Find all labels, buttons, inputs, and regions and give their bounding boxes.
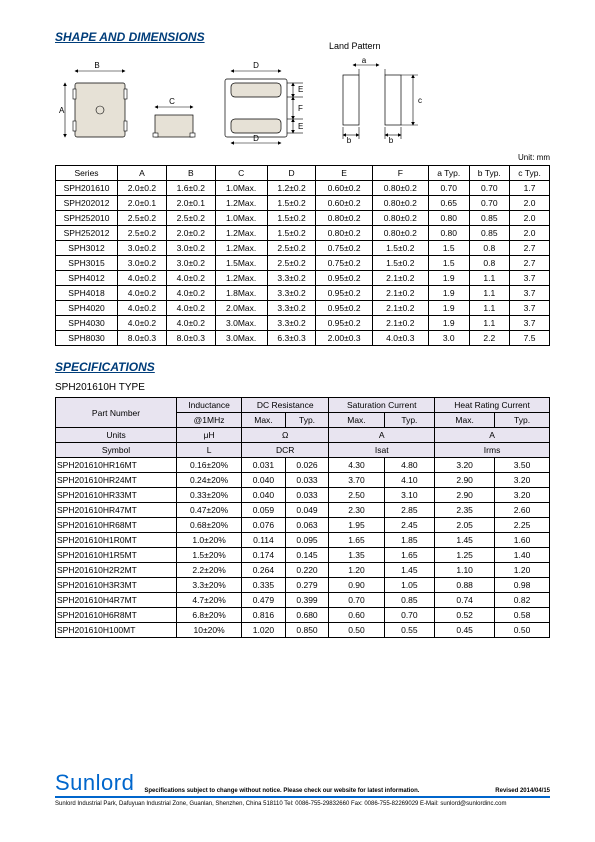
- spec-subheader: Max.: [329, 413, 384, 428]
- table-row: SPH40304.0±0.24.0±0.23.0Max.3.3±0.20.95±…: [56, 316, 550, 331]
- table-row: SPH201610HR24MT0.24±20%0.0400.0333.704.1…: [56, 473, 550, 488]
- footer-note: Specifications subject to change without…: [144, 788, 419, 794]
- col-isat: Saturation Current: [329, 398, 435, 413]
- svg-text:a: a: [362, 56, 367, 65]
- footer: Sunlord Specifications subject to change…: [55, 770, 550, 807]
- svg-text:E: E: [298, 122, 303, 131]
- spec-subheader: Typ.: [384, 413, 435, 428]
- spec-subheader: Typ.: [495, 413, 550, 428]
- table-row: SPH40124.0±0.24.0±0.21.2Max.3.3±0.20.95±…: [56, 271, 550, 286]
- svg-text:B: B: [94, 61, 99, 70]
- table-row: SPH201610H4R7MT4.7±20%0.4790.3990.700.85…: [56, 593, 550, 608]
- table-row: SPH2020122.0±0.12.0±0.11.2Max.1.5±0.20.6…: [56, 196, 550, 211]
- sym-isat: Isat: [329, 443, 435, 458]
- sym-l: L: [177, 443, 242, 458]
- diagram-bottom-def: D D E F E: [213, 57, 313, 147]
- units-a1: A: [329, 428, 435, 443]
- dim-header: a Typ.: [428, 166, 469, 181]
- svg-text:D: D: [253, 134, 259, 143]
- table-row: SPH40204.0±0.24.0±0.22.0Max.3.3±0.20.95±…: [56, 301, 550, 316]
- brand-logo: Sunlord: [55, 770, 134, 796]
- units-uh: μH: [177, 428, 242, 443]
- dim-header: C: [215, 166, 267, 181]
- svg-text:C: C: [169, 97, 175, 106]
- svg-text:c: c: [418, 96, 422, 105]
- spec-title: SPECIFICATIONS: [55, 360, 550, 374]
- land-pattern-wrap: Land Pattern a c b b: [323, 55, 443, 147]
- table-row: SPH201610H3R3MT3.3±20%0.3350.2790.901.05…: [56, 578, 550, 593]
- table-row: SPH201610HR33MT0.33±20%0.0400.0332.503.1…: [56, 488, 550, 503]
- spec-table: Part Number Inductance DC Resistance Sat…: [55, 397, 550, 638]
- table-row: SPH201610HR68MT0.68±20%0.0760.0631.952.4…: [56, 518, 550, 533]
- table-row: SPH201610H6R8MT6.8±20%0.8160.6800.600.70…: [56, 608, 550, 623]
- svg-text:F: F: [298, 104, 303, 113]
- svg-text:b: b: [347, 136, 352, 145]
- footer-revised: Revised 2014/04/15: [495, 788, 550, 794]
- shape-title: SHAPE AND DIMENSIONS: [55, 30, 550, 44]
- col-irms: Heat Rating Current: [435, 398, 550, 413]
- sym-dcr: DCR: [242, 443, 329, 458]
- unit-label: Unit: mm: [55, 153, 550, 162]
- diagram-land: a c b b: [323, 55, 443, 145]
- sym-label: Symbol: [56, 443, 177, 458]
- dim-header: D: [267, 166, 316, 181]
- table-row: SPH2016102.0±0.21.6±0.21.0Max.1.2±0.20.6…: [56, 181, 550, 196]
- table-row: SPH30123.0±0.23.0±0.21.2Max.2.5±0.20.75±…: [56, 241, 550, 256]
- col-ind: Inductance: [177, 398, 242, 413]
- svg-text:A: A: [59, 106, 65, 115]
- spec-type: SPH201610H TYPE: [55, 382, 550, 393]
- dim-header: c Typ.: [510, 166, 550, 181]
- table-row: SPH201610H1R0MT1.0±20%0.1140.0951.651.85…: [56, 533, 550, 548]
- units-ohm: Ω: [242, 428, 329, 443]
- diagram-side-c: C: [145, 57, 203, 147]
- table-row: SPH201610HR47MT0.47±20%0.0590.0492.302.8…: [56, 503, 550, 518]
- col-part: Part Number: [56, 398, 177, 428]
- table-row: SPH2520122.5±0.22.0±0.21.2Max.1.5±0.20.8…: [56, 226, 550, 241]
- svg-text:E: E: [298, 85, 303, 94]
- table-row: SPH30153.0±0.23.0±0.21.5Max.2.5±0.20.75±…: [56, 256, 550, 271]
- table-row: SPH80308.0±0.38.0±0.33.0Max.6.3±0.32.00±…: [56, 331, 550, 346]
- dim-header: A: [118, 166, 167, 181]
- footer-address: Sunlord Industrial Park, Dafuyuan Indust…: [55, 801, 550, 807]
- svg-text:D: D: [253, 61, 259, 70]
- spec-subheader: Typ.: [285, 413, 329, 428]
- dim-header: B: [166, 166, 215, 181]
- dim-header: Series: [56, 166, 118, 181]
- sym-irms: Irms: [435, 443, 550, 458]
- table-row: SPH201610HR16MT0.16±20%0.0310.0264.304.8…: [56, 458, 550, 473]
- svg-text:b: b: [389, 136, 394, 145]
- dimensions-table: SeriesABCDEFa Typ.b Typ.c Typ. SPH201610…: [55, 165, 550, 346]
- dim-header: b Typ.: [469, 166, 510, 181]
- table-row: SPH40184.0±0.24.0±0.21.8Max.3.3±0.20.95±…: [56, 286, 550, 301]
- units-a2: A: [435, 428, 550, 443]
- table-row: SPH201610H2R2MT2.2±20%0.2640.2201.201.45…: [56, 563, 550, 578]
- table-row: SPH201610H1R5MT1.5±20%0.1740.1451.351.65…: [56, 548, 550, 563]
- units-label: Units: [56, 428, 177, 443]
- col-dcr: DC Resistance: [242, 398, 329, 413]
- table-row: SPH2520102.5±0.22.5±0.21.0Max.1.5±0.20.8…: [56, 211, 550, 226]
- land-pattern-label: Land Pattern: [329, 41, 381, 51]
- dim-header: E: [316, 166, 372, 181]
- diagram-top-ab: B A: [55, 57, 135, 147]
- diagrams-row: B A C D D E F E Land Patte: [55, 52, 550, 147]
- spec-subheader: @1MHz: [177, 413, 242, 428]
- spec-subheader: Max.: [242, 413, 286, 428]
- table-row: SPH201610H100MT10±20%1.0200.8500.500.550…: [56, 623, 550, 638]
- dim-header: F: [372, 166, 428, 181]
- spec-subheader: Max.: [435, 413, 495, 428]
